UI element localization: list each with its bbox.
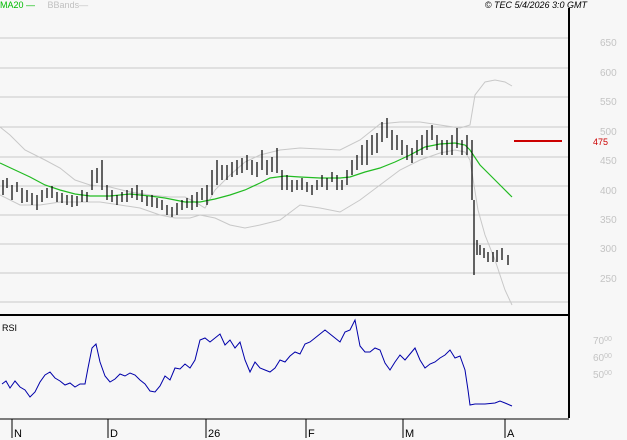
svg-text:A: A — [507, 428, 515, 440]
svg-text:400: 400 — [600, 186, 617, 197]
price-bars — [2, 118, 509, 275]
bband-upper — [0, 79, 513, 209]
svg-text:6000: 6000 — [593, 353, 612, 364]
svg-text:350: 350 — [600, 215, 617, 226]
svg-text:250: 250 — [600, 274, 617, 285]
svg-text:F: F — [308, 428, 315, 440]
bband-lower — [0, 149, 513, 306]
legend-ma20: MA20 — [0, 0, 24, 10]
legend-bbands-swatch: — — [79, 0, 89, 10]
rsi-axis-labels: 7000 6000 5000 — [593, 336, 612, 381]
svg-text:26: 26 — [208, 428, 220, 440]
svg-text:450: 450 — [600, 156, 617, 167]
legend-bbands: BBands — [47, 0, 80, 10]
svg-text:7000: 7000 — [593, 336, 612, 347]
x-ticks — [11, 419, 506, 438]
svg-text:D: D — [110, 428, 118, 440]
svg-text:500: 500 — [600, 127, 617, 138]
svg-text:5000: 5000 — [593, 370, 612, 381]
target-label: 475 — [593, 137, 608, 147]
svg-text:N: N — [14, 428, 22, 440]
svg-text:M: M — [405, 428, 414, 440]
rsi-line — [1, 318, 513, 407]
x-axis-labels: N D 26 F M A — [14, 428, 515, 440]
svg-text:600: 600 — [600, 68, 617, 79]
svg-text:300: 300 — [600, 244, 617, 255]
copyright: © TEC 5/4/2026 3:0 GMT — [484, 0, 587, 10]
price-gridlines — [0, 37, 569, 303]
svg-text:650: 650 — [600, 38, 617, 49]
legend: MA20 — BBands— — [0, 0, 88, 10]
svg-text:550: 550 — [600, 97, 617, 108]
price-axis-labels: 650 600 550 500 450 400 350 300 250 — [600, 38, 617, 285]
ma20-line — [0, 142, 513, 203]
rsi-label: RSI — [2, 323, 17, 333]
legend-ma20-swatch: — — [23, 0, 36, 10]
